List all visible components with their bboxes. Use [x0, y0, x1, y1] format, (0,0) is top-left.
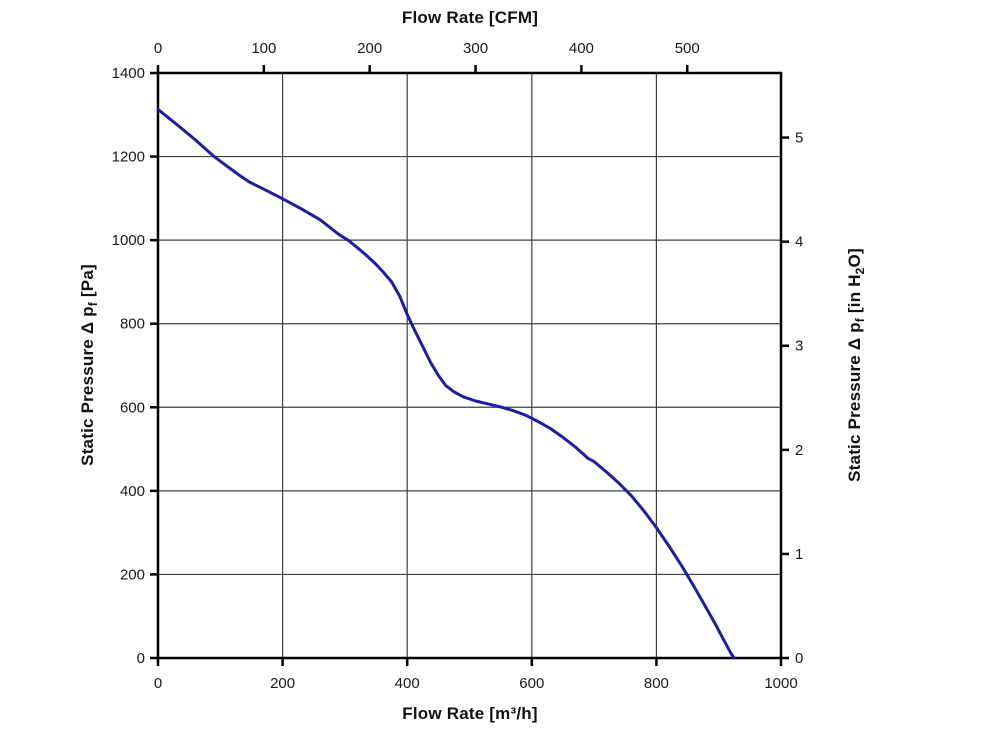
right-axis-title-pre: Static Pressure Δ p — [845, 322, 864, 482]
plot-border — [156, 71, 783, 660]
bottom-axis-tick-label: 1000 — [764, 675, 797, 692]
left-axis-tick-label: 1200 — [112, 149, 145, 166]
bottom-axis-title: Flow Rate [m³/h] — [158, 704, 782, 724]
top-axis-tick-label: 0 — [154, 40, 162, 57]
right-axis-title-subscript-f: f — [853, 318, 867, 323]
left-axis-tick-label: 1400 — [112, 65, 145, 82]
right-axis-tick-label: 2 — [795, 442, 803, 459]
left-axis-title-pre: Static Pressure Δ p — [78, 306, 97, 466]
left-axis-title-post: [Pa] — [78, 264, 97, 302]
top-axis-tick-label: 300 — [463, 40, 488, 57]
right-axis-tick-label: 0 — [795, 650, 803, 667]
left-axis-tick-label: 0 — [137, 650, 145, 667]
top-axis-tick-label: 400 — [569, 40, 594, 57]
left-axis-tick-label: 600 — [120, 399, 145, 416]
left-axis-title: Static Pressure Δ pf [Pa] — [78, 264, 100, 466]
top-axis-tick-label: 100 — [251, 40, 276, 57]
bottom-axis-tick-label: 200 — [270, 675, 295, 692]
right-axis-tick-label: 1 — [795, 546, 803, 563]
right-axis-tick-label: 4 — [795, 234, 803, 251]
bottom-axis-tick-label: 400 — [395, 675, 420, 692]
left-axis-tick-label: 400 — [120, 483, 145, 500]
top-axis-title-text: Flow Rate [CFM] — [401, 8, 539, 27]
left-axis-tick-label: 800 — [120, 316, 145, 333]
left-axis-tick-label: 1000 — [112, 232, 145, 249]
right-axis-title-mid: [in H — [845, 274, 864, 319]
top-axis-tick-label: 500 — [675, 40, 700, 57]
bottom-axis-tick-label: 800 — [644, 675, 669, 692]
top-axis-title: Flow Rate [CFM] — [158, 8, 782, 28]
bottom-axis-title-text: Flow Rate [m³/h] — [402, 704, 538, 723]
right-axis-tick-label: 5 — [795, 130, 803, 147]
bottom-axis-tick-label: 600 — [519, 675, 544, 692]
fan-static-pressure-curve — [156, 107, 736, 660]
right-axis-title: Static Pressure Δ pf [in H2O] — [845, 248, 867, 482]
left-axis-title-subscript: f — [86, 302, 100, 307]
right-axis-title-post: O] — [845, 248, 864, 268]
right-axis-title-subscript-2: 2 — [853, 267, 867, 275]
bottom-axis-tick-label: 0 — [154, 675, 162, 692]
right-axis-tick-label: 3 — [795, 338, 803, 355]
left-axis-tick-label: 200 — [120, 566, 145, 583]
top-axis-tick-label: 200 — [357, 40, 382, 57]
